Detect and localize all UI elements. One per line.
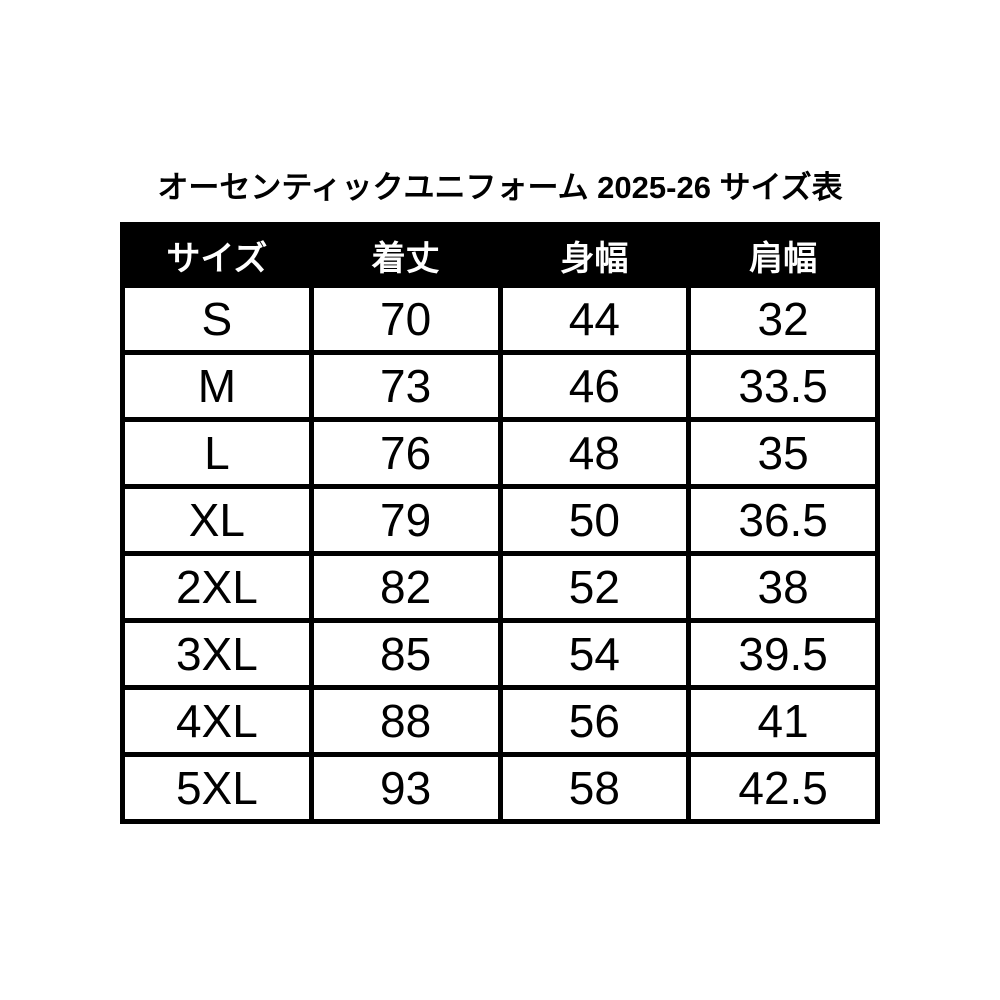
value-cell: 79 [308, 484, 503, 556]
table-row: XL 79 50 36.5 [120, 484, 880, 556]
value-cell: 36.5 [686, 484, 880, 556]
value-cell: 38 [686, 551, 880, 623]
size-table-body: S 70 44 32 M 73 46 33.5 L 76 48 35 XL 79… [120, 283, 880, 824]
table-row: L 76 48 35 [120, 417, 880, 489]
column-header-length: 着丈 [308, 222, 503, 288]
table-row: 4XL 88 56 41 [120, 685, 880, 757]
size-cell: L [120, 417, 314, 489]
value-cell: 42.5 [686, 752, 880, 824]
value-cell: 70 [308, 283, 503, 355]
size-table-header: サイズ 着丈 身幅 肩幅 [120, 222, 880, 288]
value-cell: 73 [308, 350, 503, 422]
size-cell: 4XL [120, 685, 314, 757]
value-cell: 88 [308, 685, 503, 757]
value-cell: 76 [308, 417, 503, 489]
table-row: M 73 46 33.5 [120, 350, 880, 422]
value-cell: 41 [686, 685, 880, 757]
value-cell: 33.5 [686, 350, 880, 422]
size-cell: XL [120, 484, 314, 556]
value-cell: 32 [686, 283, 880, 355]
size-table: サイズ 着丈 身幅 肩幅 S 70 44 32 M 73 46 33.5 L 7… [120, 222, 880, 824]
column-header-size: サイズ [120, 222, 314, 288]
size-cell: 5XL [120, 752, 314, 824]
header-row: サイズ 着丈 身幅 肩幅 [120, 222, 880, 288]
size-cell: 2XL [120, 551, 314, 623]
value-cell: 93 [308, 752, 503, 824]
value-cell: 35 [686, 417, 880, 489]
value-cell: 44 [497, 283, 692, 355]
table-row: 2XL 82 52 38 [120, 551, 880, 623]
table-row: 3XL 85 54 39.5 [120, 618, 880, 690]
value-cell: 54 [497, 618, 692, 690]
value-cell: 56 [497, 685, 692, 757]
value-cell: 58 [497, 752, 692, 824]
value-cell: 50 [497, 484, 692, 556]
size-cell: M [120, 350, 314, 422]
value-cell: 39.5 [686, 618, 880, 690]
size-cell: S [120, 283, 314, 355]
table-row: S 70 44 32 [120, 283, 880, 355]
value-cell: 52 [497, 551, 692, 623]
column-header-shoulder-width: 肩幅 [686, 222, 880, 288]
table-row: 5XL 93 58 42.5 [120, 752, 880, 824]
value-cell: 82 [308, 551, 503, 623]
value-cell: 85 [308, 618, 503, 690]
column-header-body-width: 身幅 [497, 222, 692, 288]
size-cell: 3XL [120, 618, 314, 690]
value-cell: 46 [497, 350, 692, 422]
value-cell: 48 [497, 417, 692, 489]
page-title: オーセンティックユニフォーム 2025-26 サイズ表 [157, 170, 843, 205]
